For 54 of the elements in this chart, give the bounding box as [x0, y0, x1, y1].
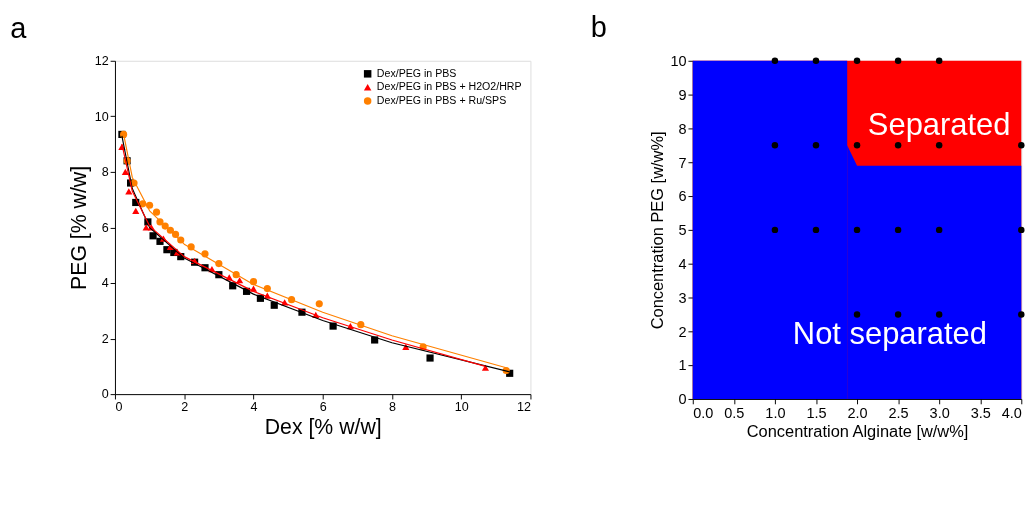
point [371, 336, 379, 344]
y-axis-title: PEG [% w/w] [67, 165, 92, 290]
x-tick-label: 2.0 [847, 404, 868, 421]
legend-label: Dex/PEG in PBS + H2O2/HRP [376, 80, 522, 93]
y-tick-label: 6 [101, 220, 109, 235]
y-tick-label: 5 [678, 222, 687, 239]
x-tick-label: 1.0 [765, 404, 786, 421]
y-tick-label: 2 [101, 331, 109, 346]
annotation: Not separated [792, 316, 987, 352]
legend-label: Dex/PEG in PBS [376, 66, 457, 79]
x-tick-label: 12 [516, 400, 531, 415]
x-tick-label: 3.5 [970, 404, 991, 421]
point [315, 300, 323, 308]
y-tick-label: 7 [678, 154, 687, 171]
point [121, 168, 129, 176]
x-tick-label: 6 [319, 400, 327, 415]
chart-title: a [10, 11, 28, 44]
x-tick-label: 1.5 [806, 404, 827, 421]
point [249, 278, 258, 286]
y-axis-title: Concentration PEG [w/w%] [647, 131, 666, 330]
point [152, 208, 161, 216]
x-tick-label: 0 [115, 400, 123, 415]
point [132, 207, 140, 214]
x-tick-label: 4.0 [1001, 404, 1022, 421]
point [426, 354, 434, 362]
y-tick-label: 1 [678, 357, 687, 374]
x-tick-label: 10 [454, 400, 469, 415]
annotation: Separated [867, 106, 1011, 142]
point [177, 236, 185, 244]
x-tick-label: 3.0 [929, 404, 950, 421]
y-tick-label: 10 [670, 53, 687, 70]
x-tick-label: 0.5 [724, 404, 745, 421]
point [236, 277, 244, 284]
legend-label: Dex/PEG in PBS + Ru/SPS [376, 93, 507, 106]
y-tick-label: 4 [678, 256, 687, 273]
x-tick-label: 2 [181, 400, 189, 415]
x-tick-label: 8 [388, 400, 396, 415]
x-tick-label: 0.0 [693, 404, 714, 421]
y-tick-label: 12 [94, 54, 109, 69]
x-axis-title: Concentration Alginate [w/w%] [746, 422, 969, 441]
y-tick-label: 4 [101, 276, 109, 291]
chart-title: b [590, 10, 607, 43]
x-tick-label: 4 [250, 400, 258, 415]
point [149, 232, 157, 240]
y-tick-label: 0 [101, 387, 109, 402]
y-tick-label: 10 [94, 109, 109, 124]
y-tick-label: 8 [101, 165, 109, 180]
x-axis-title: Dex [% w/w] [264, 415, 382, 440]
y-tick-label: 6 [678, 188, 687, 205]
y-tick-label: 3 [678, 289, 687, 306]
y-tick-label: 2 [678, 323, 687, 340]
y-tick-label: 8 [678, 120, 687, 137]
y-tick-label: 9 [678, 86, 687, 103]
x-tick-label: 2.5 [888, 404, 909, 421]
